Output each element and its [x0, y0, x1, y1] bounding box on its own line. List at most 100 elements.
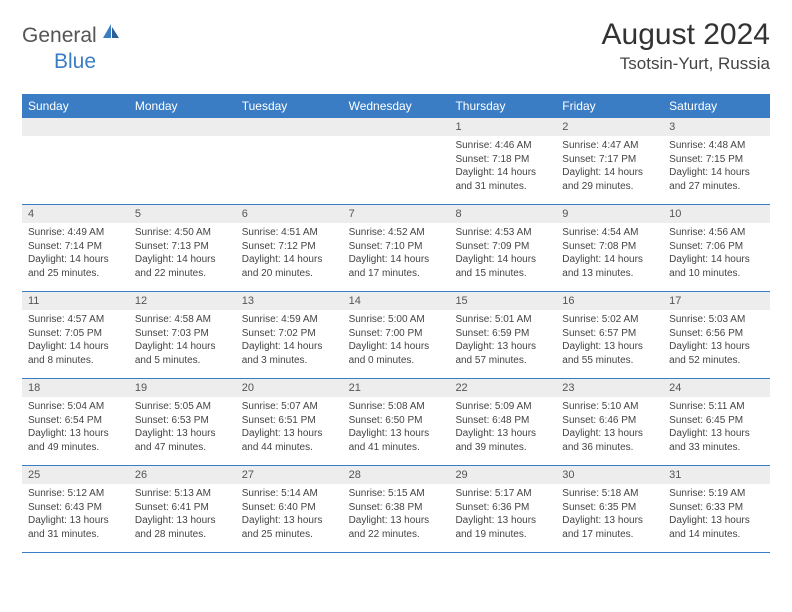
- sunrise-text: Sunrise: 4:51 AM: [242, 226, 337, 240]
- empty-cell: [236, 118, 343, 204]
- daylight-text-1: Daylight: 14 hours: [135, 253, 230, 267]
- day-cell: 7Sunrise: 4:52 AMSunset: 7:10 PMDaylight…: [343, 205, 450, 291]
- day-number: 2: [556, 118, 663, 136]
- daylight-text-2: and 3 minutes.: [242, 354, 337, 368]
- daylight-text-1: Daylight: 13 hours: [28, 514, 123, 528]
- day-number: 29: [449, 466, 556, 484]
- day-body: Sunrise: 4:49 AMSunset: 7:14 PMDaylight:…: [22, 223, 129, 284]
- day-body: Sunrise: 5:05 AMSunset: 6:53 PMDaylight:…: [129, 397, 236, 458]
- day-header-tue: Tuesday: [236, 94, 343, 118]
- sunrise-text: Sunrise: 5:18 AM: [562, 487, 657, 501]
- daylight-text-1: Daylight: 13 hours: [349, 427, 444, 441]
- sunrise-text: Sunrise: 5:12 AM: [28, 487, 123, 501]
- sunset-text: Sunset: 6:51 PM: [242, 414, 337, 428]
- day-cell: 20Sunrise: 5:07 AMSunset: 6:51 PMDayligh…: [236, 379, 343, 465]
- day-cell: 17Sunrise: 5:03 AMSunset: 6:56 PMDayligh…: [663, 292, 770, 378]
- week-row: 11Sunrise: 4:57 AMSunset: 7:05 PMDayligh…: [22, 292, 770, 379]
- sunrise-text: Sunrise: 5:19 AM: [669, 487, 764, 501]
- day-number: 26: [129, 466, 236, 484]
- day-body: Sunrise: 4:52 AMSunset: 7:10 PMDaylight:…: [343, 223, 450, 284]
- day-body: Sunrise: 5:17 AMSunset: 6:36 PMDaylight:…: [449, 484, 556, 545]
- daylight-text-2: and 19 minutes.: [455, 528, 550, 542]
- daylight-text-1: Daylight: 14 hours: [135, 340, 230, 354]
- sunset-text: Sunset: 7:15 PM: [669, 153, 764, 167]
- day-body: Sunrise: 4:46 AMSunset: 7:18 PMDaylight:…: [449, 136, 556, 197]
- day-number: 11: [22, 292, 129, 310]
- daylight-text-2: and 0 minutes.: [349, 354, 444, 368]
- sunrise-text: Sunrise: 5:10 AM: [562, 400, 657, 414]
- daylight-text-2: and 28 minutes.: [135, 528, 230, 542]
- daylight-text-1: Daylight: 13 hours: [135, 514, 230, 528]
- daylight-text-1: Daylight: 13 hours: [455, 427, 550, 441]
- sunset-text: Sunset: 6:36 PM: [455, 501, 550, 515]
- day-number: 10: [663, 205, 770, 223]
- day-cell: 15Sunrise: 5:01 AMSunset: 6:59 PMDayligh…: [449, 292, 556, 378]
- sunset-text: Sunset: 7:03 PM: [135, 327, 230, 341]
- day-cell: 23Sunrise: 5:10 AMSunset: 6:46 PMDayligh…: [556, 379, 663, 465]
- daylight-text-2: and 5 minutes.: [135, 354, 230, 368]
- day-number: 27: [236, 466, 343, 484]
- daylight-text-2: and 52 minutes.: [669, 354, 764, 368]
- sunset-text: Sunset: 7:08 PM: [562, 240, 657, 254]
- daylight-text-1: Daylight: 13 hours: [135, 427, 230, 441]
- day-number: 16: [556, 292, 663, 310]
- sunrise-text: Sunrise: 4:48 AM: [669, 139, 764, 153]
- day-body: Sunrise: 5:04 AMSunset: 6:54 PMDaylight:…: [22, 397, 129, 458]
- sunset-text: Sunset: 7:13 PM: [135, 240, 230, 254]
- daylight-text-1: Daylight: 14 hours: [28, 340, 123, 354]
- sunset-text: Sunset: 6:43 PM: [28, 501, 123, 515]
- day-body: Sunrise: 5:14 AMSunset: 6:40 PMDaylight:…: [236, 484, 343, 545]
- daylight-text-2: and 39 minutes.: [455, 441, 550, 455]
- daylight-text-1: Daylight: 14 hours: [349, 340, 444, 354]
- day-number: 7: [343, 205, 450, 223]
- daylight-text-1: Daylight: 13 hours: [669, 427, 764, 441]
- daylight-text-1: Daylight: 14 hours: [562, 253, 657, 267]
- day-body: Sunrise: 4:56 AMSunset: 7:06 PMDaylight:…: [663, 223, 770, 284]
- day-cell: 24Sunrise: 5:11 AMSunset: 6:45 PMDayligh…: [663, 379, 770, 465]
- day-number: 18: [22, 379, 129, 397]
- sunrise-text: Sunrise: 5:13 AM: [135, 487, 230, 501]
- sunset-text: Sunset: 7:02 PM: [242, 327, 337, 341]
- day-header-mon: Monday: [129, 94, 236, 118]
- day-cell: 21Sunrise: 5:08 AMSunset: 6:50 PMDayligh…: [343, 379, 450, 465]
- sunset-text: Sunset: 6:41 PM: [135, 501, 230, 515]
- sunset-text: Sunset: 6:53 PM: [135, 414, 230, 428]
- day-body: Sunrise: 5:07 AMSunset: 6:51 PMDaylight:…: [236, 397, 343, 458]
- sunrise-text: Sunrise: 4:56 AM: [669, 226, 764, 240]
- day-cell: 1Sunrise: 4:46 AMSunset: 7:18 PMDaylight…: [449, 118, 556, 204]
- daylight-text-2: and 14 minutes.: [669, 528, 764, 542]
- day-cell: 13Sunrise: 4:59 AMSunset: 7:02 PMDayligh…: [236, 292, 343, 378]
- sunset-text: Sunset: 7:05 PM: [28, 327, 123, 341]
- day-body: Sunrise: 4:47 AMSunset: 7:17 PMDaylight:…: [556, 136, 663, 197]
- day-body: Sunrise: 5:12 AMSunset: 6:43 PMDaylight:…: [22, 484, 129, 545]
- brand-word1: General: [22, 24, 97, 48]
- day-cell: 6Sunrise: 4:51 AMSunset: 7:12 PMDaylight…: [236, 205, 343, 291]
- sunset-text: Sunset: 6:54 PM: [28, 414, 123, 428]
- daylight-text-1: Daylight: 13 hours: [349, 514, 444, 528]
- day-body: Sunrise: 5:15 AMSunset: 6:38 PMDaylight:…: [343, 484, 450, 545]
- daylight-text-2: and 33 minutes.: [669, 441, 764, 455]
- day-cell: 28Sunrise: 5:15 AMSunset: 6:38 PMDayligh…: [343, 466, 450, 552]
- daylight-text-2: and 47 minutes.: [135, 441, 230, 455]
- daylight-text-2: and 20 minutes.: [242, 267, 337, 281]
- sunrise-text: Sunrise: 4:49 AM: [28, 226, 123, 240]
- sunrise-text: Sunrise: 4:53 AM: [455, 226, 550, 240]
- day-number: 8: [449, 205, 556, 223]
- daylight-text-1: Daylight: 13 hours: [562, 340, 657, 354]
- sunset-text: Sunset: 6:57 PM: [562, 327, 657, 341]
- day-header-sat: Saturday: [663, 94, 770, 118]
- sunrise-text: Sunrise: 4:58 AM: [135, 313, 230, 327]
- daylight-text-2: and 13 minutes.: [562, 267, 657, 281]
- daylight-text-2: and 17 minutes.: [562, 528, 657, 542]
- week-row: 1Sunrise: 4:46 AMSunset: 7:18 PMDaylight…: [22, 118, 770, 205]
- daylight-text-1: Daylight: 13 hours: [242, 514, 337, 528]
- sunrise-text: Sunrise: 5:08 AM: [349, 400, 444, 414]
- title-block: August 2024 Tsotsin-Yurt, Russia: [602, 18, 770, 74]
- calendar-page: General August 2024 Tsotsin-Yurt, Russia…: [0, 0, 792, 563]
- day-body: Sunrise: 5:10 AMSunset: 6:46 PMDaylight:…: [556, 397, 663, 458]
- sunrise-text: Sunrise: 4:57 AM: [28, 313, 123, 327]
- daylight-text-1: Daylight: 14 hours: [669, 253, 764, 267]
- day-cell: 14Sunrise: 5:00 AMSunset: 7:00 PMDayligh…: [343, 292, 450, 378]
- daylight-text-2: and 55 minutes.: [562, 354, 657, 368]
- day-cell: 10Sunrise: 4:56 AMSunset: 7:06 PMDayligh…: [663, 205, 770, 291]
